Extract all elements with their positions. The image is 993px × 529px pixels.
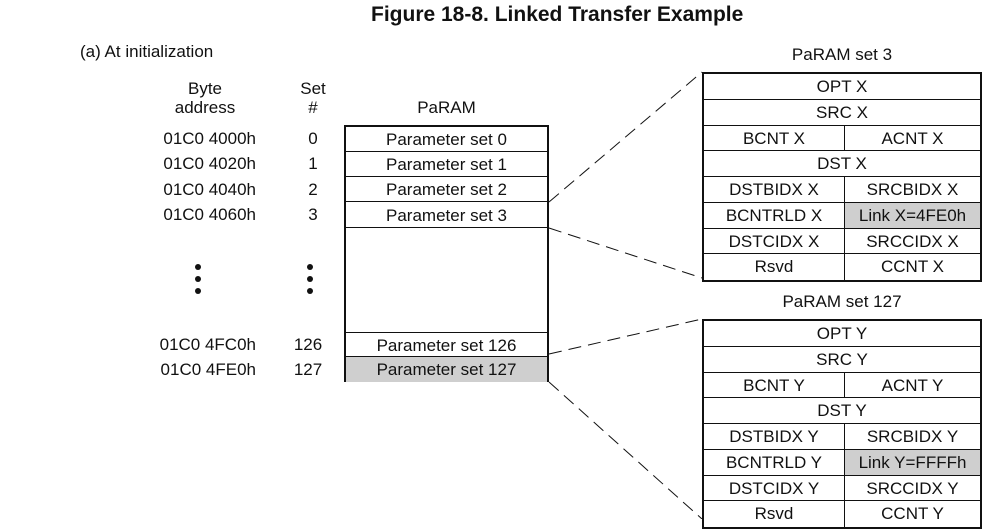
detail-x-rsvd: Rsvd <box>754 257 794 277</box>
set-number-0: 0 <box>308 129 318 148</box>
connector-set3-top <box>548 71 703 203</box>
set-number-2: 2 <box>308 180 318 199</box>
detail-x-src: SRC X <box>816 102 868 122</box>
set-number-126: 126 <box>293 335 323 354</box>
detail-x-opt: OPT X <box>816 77 868 96</box>
param-set-1: Parameter set 1 <box>346 152 547 177</box>
set-header-line2: # <box>308 98 318 117</box>
set-header-line1: Set <box>300 79 326 98</box>
detail-x-srccidx: SRCCIDX X <box>844 228 980 254</box>
param-set-126: Parameter set 126 <box>346 332 547 357</box>
byte-address-header-line1: Byte <box>187 79 223 98</box>
detail-y-opt: OPT Y <box>816 324 868 343</box>
detail-x-srcbidx: SRCBIDX X <box>844 177 980 202</box>
address-126: 01C0 4FC0h <box>159 335 256 354</box>
detail-y-bcntrld: BCNTRLD Y <box>725 452 823 472</box>
detail-x-title: PaRAM set 3 <box>791 45 893 64</box>
detail-y-row-link: BCNTRLD Y Link Y=FFFFh <box>704 449 980 476</box>
detail-x-bcntrld: BCNTRLD X <box>725 205 823 225</box>
detail-y-table: OPT Y SRC Y BCNT Y ACNT Y DST Y DSTBIDX Y… <box>702 319 982 529</box>
detail-x-acnt: ACNT X <box>844 125 980 151</box>
detail-x-link: Link X=4FE0h <box>844 202 980 228</box>
detail-y-dstbidx: DSTBIDX Y <box>729 427 819 446</box>
detail-x-table: OPT X SRC X BCNT X ACNT X DST X DSTBIDX X… <box>702 72 982 282</box>
param-header: PaRAM <box>417 98 476 117</box>
subtitle: (a) At initialization <box>80 42 214 61</box>
detail-y-row-cidx: DSTCIDX Y SRCCIDX Y <box>704 475 980 502</box>
detail-y-row-src: SRC Y <box>704 347 980 373</box>
detail-y-srccidx: SRCCIDX Y <box>844 475 980 501</box>
detail-x-row-cidx: DSTCIDX X SRCCIDX X <box>704 228 980 255</box>
detail-x-row-src: SRC X <box>704 100 980 126</box>
address-127: 01C0 4FE0h <box>160 360 256 379</box>
param-set-0: Parameter set 0 <box>346 127 547 152</box>
detail-x-row-cnt: BCNT X ACNT X <box>704 125 980 152</box>
detail-x-dstbidx: DSTBIDX X <box>729 180 819 199</box>
detail-y-dst: DST Y <box>817 401 867 421</box>
detail-y-row-bidx: DSTBIDX Y SRCBIDX Y <box>704 424 980 450</box>
param-set-127: Parameter set 127 <box>346 357 547 382</box>
param-table: Parameter set 0 Parameter set 1 Paramete… <box>344 125 549 382</box>
detail-y-ccnt: CCNT Y <box>844 501 980 527</box>
figure-title: Figure 18-8. Linked Transfer Example <box>371 3 744 26</box>
detail-y-row-ccnt: Rsvd CCNT Y <box>704 501 980 527</box>
set-ellipsis <box>307 264 313 300</box>
detail-y-link: Link Y=FFFFh <box>844 449 980 475</box>
detail-x-dstcidx: DSTCIDX X <box>728 231 820 251</box>
detail-x-bcnt: BCNT X <box>742 128 806 148</box>
detail-y-title: PaRAM set 127 <box>782 292 902 311</box>
detail-y-row-dst: DST Y <box>704 398 980 424</box>
detail-x-row-link: BCNTRLD X Link X=4FE0h <box>704 202 980 229</box>
detail-y-src: SRC Y <box>816 349 868 369</box>
address-1: 01C0 4020h <box>163 154 256 173</box>
param-set-2: Parameter set 2 <box>346 177 547 202</box>
address-0: 01C0 4000h <box>163 129 256 148</box>
connector-set127-top <box>548 318 703 355</box>
detail-y-srcbidx: SRCBIDX Y <box>844 424 980 449</box>
detail-y-acnt: ACNT Y <box>844 372 980 398</box>
detail-y-row-opt: OPT Y <box>704 321 980 347</box>
set-number-127: 127 <box>293 360 323 379</box>
param-set-3: Parameter set 3 <box>346 203 547 228</box>
address-2: 01C0 4040h <box>163 180 256 199</box>
detail-x-dst: DST X <box>817 154 867 174</box>
detail-y-dstcidx: DSTCIDX Y <box>728 478 820 498</box>
detail-y-row-cnt: BCNT Y ACNT Y <box>704 372 980 399</box>
connector-set3-bottom <box>548 227 703 279</box>
address-ellipsis <box>195 264 201 300</box>
detail-x-row-dst: DST X <box>704 151 980 177</box>
byte-address-header-line2: address <box>174 98 236 117</box>
set-number-3: 3 <box>308 205 318 224</box>
detail-y-bcnt: BCNT Y <box>743 375 805 395</box>
detail-y-rsvd: Rsvd <box>754 504 794 524</box>
set-number-1: 1 <box>308 154 318 173</box>
detail-x-row-ccnt: Rsvd CCNT X <box>704 254 980 280</box>
connector-set127-bottom <box>548 381 703 519</box>
address-3: 01C0 4060h <box>163 205 256 224</box>
detail-x-ccnt: CCNT X <box>844 254 980 280</box>
detail-x-row-opt: OPT X <box>704 74 980 100</box>
detail-x-row-bidx: DSTBIDX X SRCBIDX X <box>704 177 980 203</box>
